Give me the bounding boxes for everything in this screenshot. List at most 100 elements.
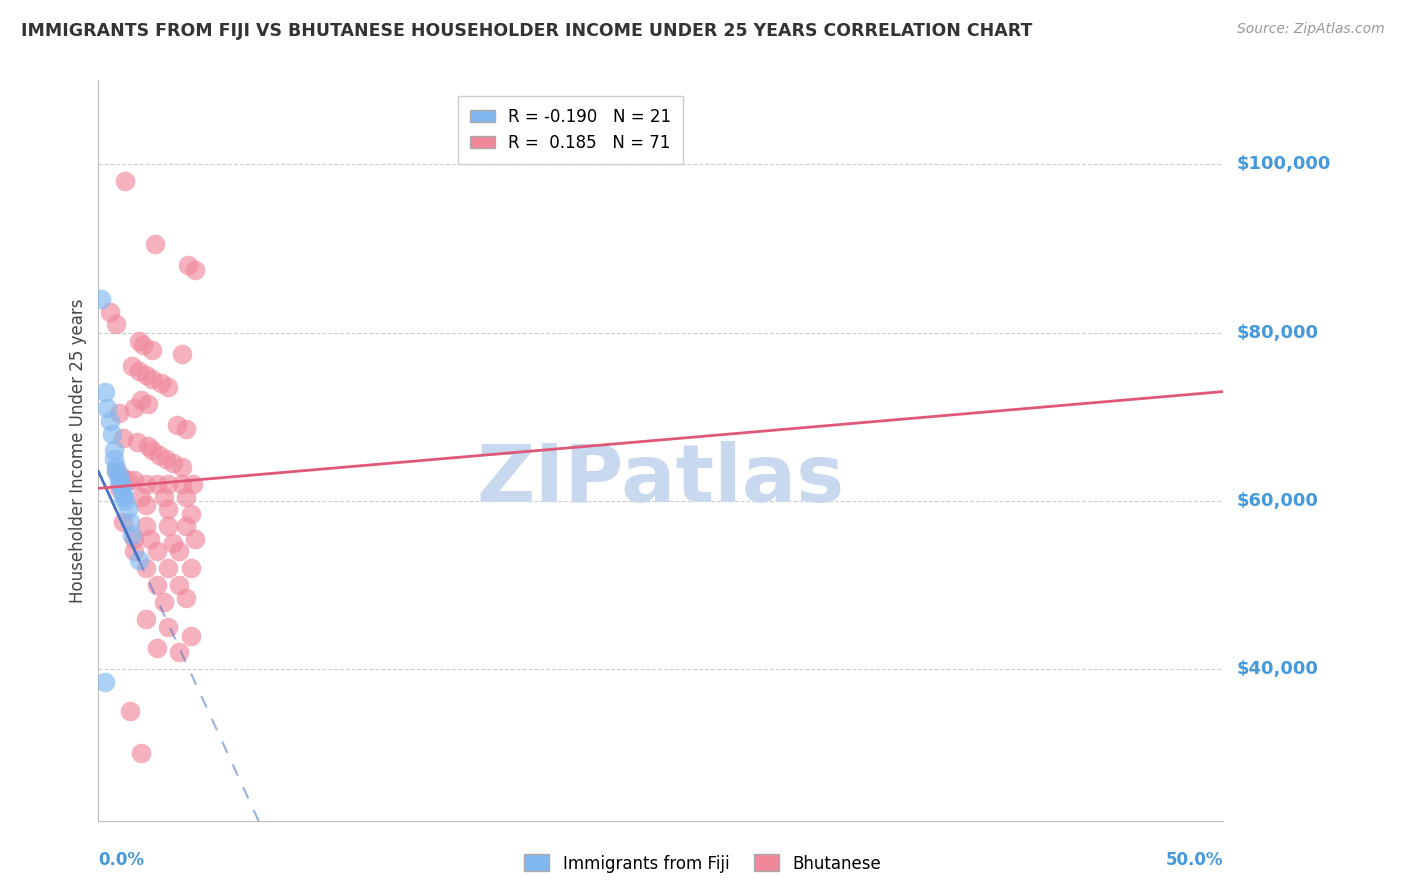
Point bbox=[103, 451, 125, 466]
Point bbox=[124, 532, 146, 546]
Point bbox=[114, 174, 136, 188]
Point bbox=[94, 674, 117, 689]
Point bbox=[124, 401, 146, 416]
Point bbox=[117, 473, 139, 487]
Point bbox=[169, 578, 191, 592]
Point bbox=[150, 376, 173, 391]
Point bbox=[94, 384, 117, 399]
Point bbox=[110, 468, 132, 483]
Point bbox=[105, 465, 128, 479]
Point bbox=[152, 490, 174, 504]
Text: $80,000: $80,000 bbox=[1237, 324, 1319, 342]
Point bbox=[146, 544, 169, 558]
Point bbox=[117, 502, 139, 516]
Point bbox=[135, 368, 157, 382]
Legend: R = -0.190   N = 21, R =  0.185   N = 71: R = -0.190 N = 21, R = 0.185 N = 71 bbox=[458, 96, 683, 164]
Point bbox=[157, 380, 180, 394]
Y-axis label: Householder Income Under 25 years: Householder Income Under 25 years bbox=[69, 298, 87, 603]
Point bbox=[157, 620, 180, 634]
Point bbox=[128, 334, 150, 348]
Point bbox=[146, 641, 169, 656]
Point bbox=[177, 259, 200, 273]
Point bbox=[121, 359, 143, 374]
Point bbox=[118, 704, 141, 718]
Point bbox=[170, 347, 193, 361]
Point bbox=[129, 392, 152, 407]
Point bbox=[174, 422, 197, 436]
Point bbox=[121, 527, 143, 541]
Point bbox=[101, 426, 124, 441]
Point bbox=[105, 318, 128, 332]
Point bbox=[98, 414, 121, 428]
Point bbox=[157, 561, 180, 575]
Text: 0.0%: 0.0% bbox=[98, 851, 145, 869]
Text: 50.0%: 50.0% bbox=[1166, 851, 1223, 869]
Point bbox=[174, 591, 197, 605]
Point bbox=[129, 490, 152, 504]
Text: IMMIGRANTS FROM FIJI VS BHUTANESE HOUSEHOLDER INCOME UNDER 25 YEARS CORRELATION : IMMIGRANTS FROM FIJI VS BHUTANESE HOUSEH… bbox=[21, 22, 1032, 40]
Point bbox=[141, 372, 163, 386]
Text: $40,000: $40,000 bbox=[1237, 660, 1319, 678]
Point bbox=[125, 435, 148, 450]
Point bbox=[139, 532, 162, 546]
Point bbox=[124, 544, 146, 558]
Point bbox=[157, 477, 180, 491]
Point bbox=[180, 561, 202, 575]
Point bbox=[132, 338, 155, 352]
Point bbox=[118, 515, 141, 529]
Legend: Immigrants from Fiji, Bhutanese: Immigrants from Fiji, Bhutanese bbox=[517, 847, 889, 880]
Point bbox=[112, 490, 135, 504]
Point bbox=[107, 481, 129, 495]
Point bbox=[141, 443, 163, 458]
Point bbox=[143, 237, 166, 252]
Point bbox=[114, 494, 136, 508]
Point bbox=[96, 401, 118, 416]
Point bbox=[181, 477, 204, 491]
Point bbox=[162, 456, 184, 470]
Point bbox=[136, 397, 159, 411]
Point bbox=[174, 490, 197, 504]
Point bbox=[155, 451, 177, 466]
Point bbox=[141, 343, 163, 357]
Point bbox=[169, 645, 191, 659]
Point bbox=[90, 292, 112, 306]
Point bbox=[148, 448, 170, 462]
Point bbox=[135, 498, 157, 512]
Point bbox=[169, 544, 191, 558]
Point bbox=[112, 485, 135, 500]
Point bbox=[110, 477, 132, 491]
Point bbox=[152, 595, 174, 609]
Point bbox=[135, 561, 157, 575]
Point bbox=[112, 515, 135, 529]
Point bbox=[162, 536, 184, 550]
Point bbox=[107, 473, 129, 487]
Point bbox=[107, 406, 129, 420]
Point bbox=[180, 628, 202, 642]
Text: ZIPatlas: ZIPatlas bbox=[477, 441, 845, 519]
Point bbox=[136, 439, 159, 453]
Point bbox=[98, 304, 121, 318]
Point bbox=[110, 481, 132, 495]
Point bbox=[129, 747, 152, 761]
Point bbox=[128, 553, 150, 567]
Point bbox=[157, 519, 180, 533]
Text: Source: ZipAtlas.com: Source: ZipAtlas.com bbox=[1237, 22, 1385, 37]
Point bbox=[112, 431, 135, 445]
Text: $100,000: $100,000 bbox=[1237, 155, 1331, 173]
Point bbox=[107, 468, 129, 483]
Point bbox=[135, 519, 157, 533]
Point bbox=[105, 465, 128, 479]
Point bbox=[166, 418, 188, 433]
Text: $60,000: $60,000 bbox=[1237, 492, 1319, 510]
Point bbox=[184, 262, 207, 277]
Point bbox=[135, 612, 157, 626]
Point bbox=[128, 363, 150, 377]
Point bbox=[170, 477, 193, 491]
Point bbox=[135, 477, 157, 491]
Point bbox=[105, 460, 128, 475]
Point bbox=[146, 578, 169, 592]
Point bbox=[157, 502, 180, 516]
Point bbox=[184, 532, 207, 546]
Point bbox=[103, 443, 125, 458]
Point bbox=[170, 460, 193, 475]
